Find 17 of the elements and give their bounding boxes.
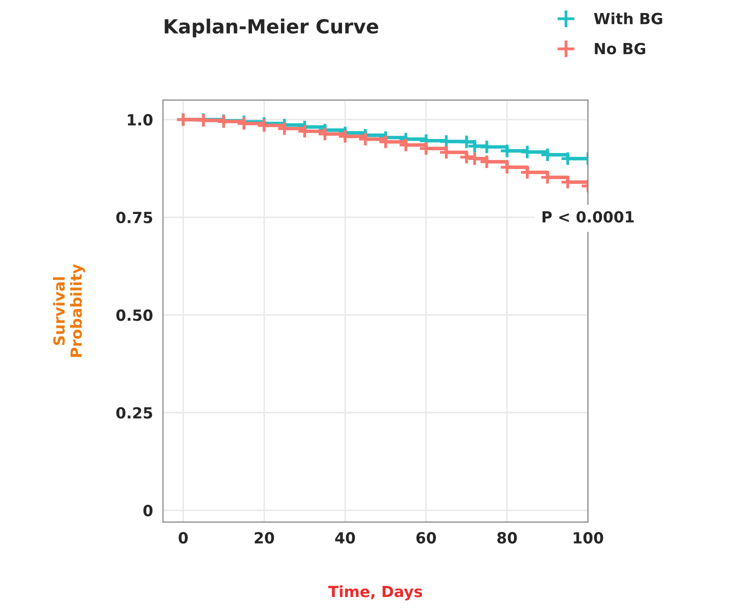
y-tick-label: 0 xyxy=(143,504,153,516)
x-tick-label: 40 xyxy=(335,532,356,544)
x-axis-title: Time, Days xyxy=(328,585,422,600)
x-tick-label: 20 xyxy=(254,532,274,544)
legend-label: With BG xyxy=(594,12,662,24)
x-tick-label: 100 xyxy=(574,532,604,544)
annotation: P < 0.0001 xyxy=(542,211,634,223)
legend-label: No BG xyxy=(594,42,646,54)
chart-title: Kaplan-Meier Curve xyxy=(164,18,378,38)
y-tick-label: 0.50 xyxy=(116,309,153,321)
y-axis-title: Survival Probability xyxy=(53,264,86,357)
x-tick-label: 80 xyxy=(497,532,517,544)
y-tick-label: 1.0 xyxy=(128,114,153,126)
x-tick-label: 60 xyxy=(416,532,436,544)
y-tick-label: 0.75 xyxy=(116,212,152,224)
y-tick-label: 0.25 xyxy=(116,407,152,419)
x-tick-label: 0 xyxy=(178,532,188,544)
